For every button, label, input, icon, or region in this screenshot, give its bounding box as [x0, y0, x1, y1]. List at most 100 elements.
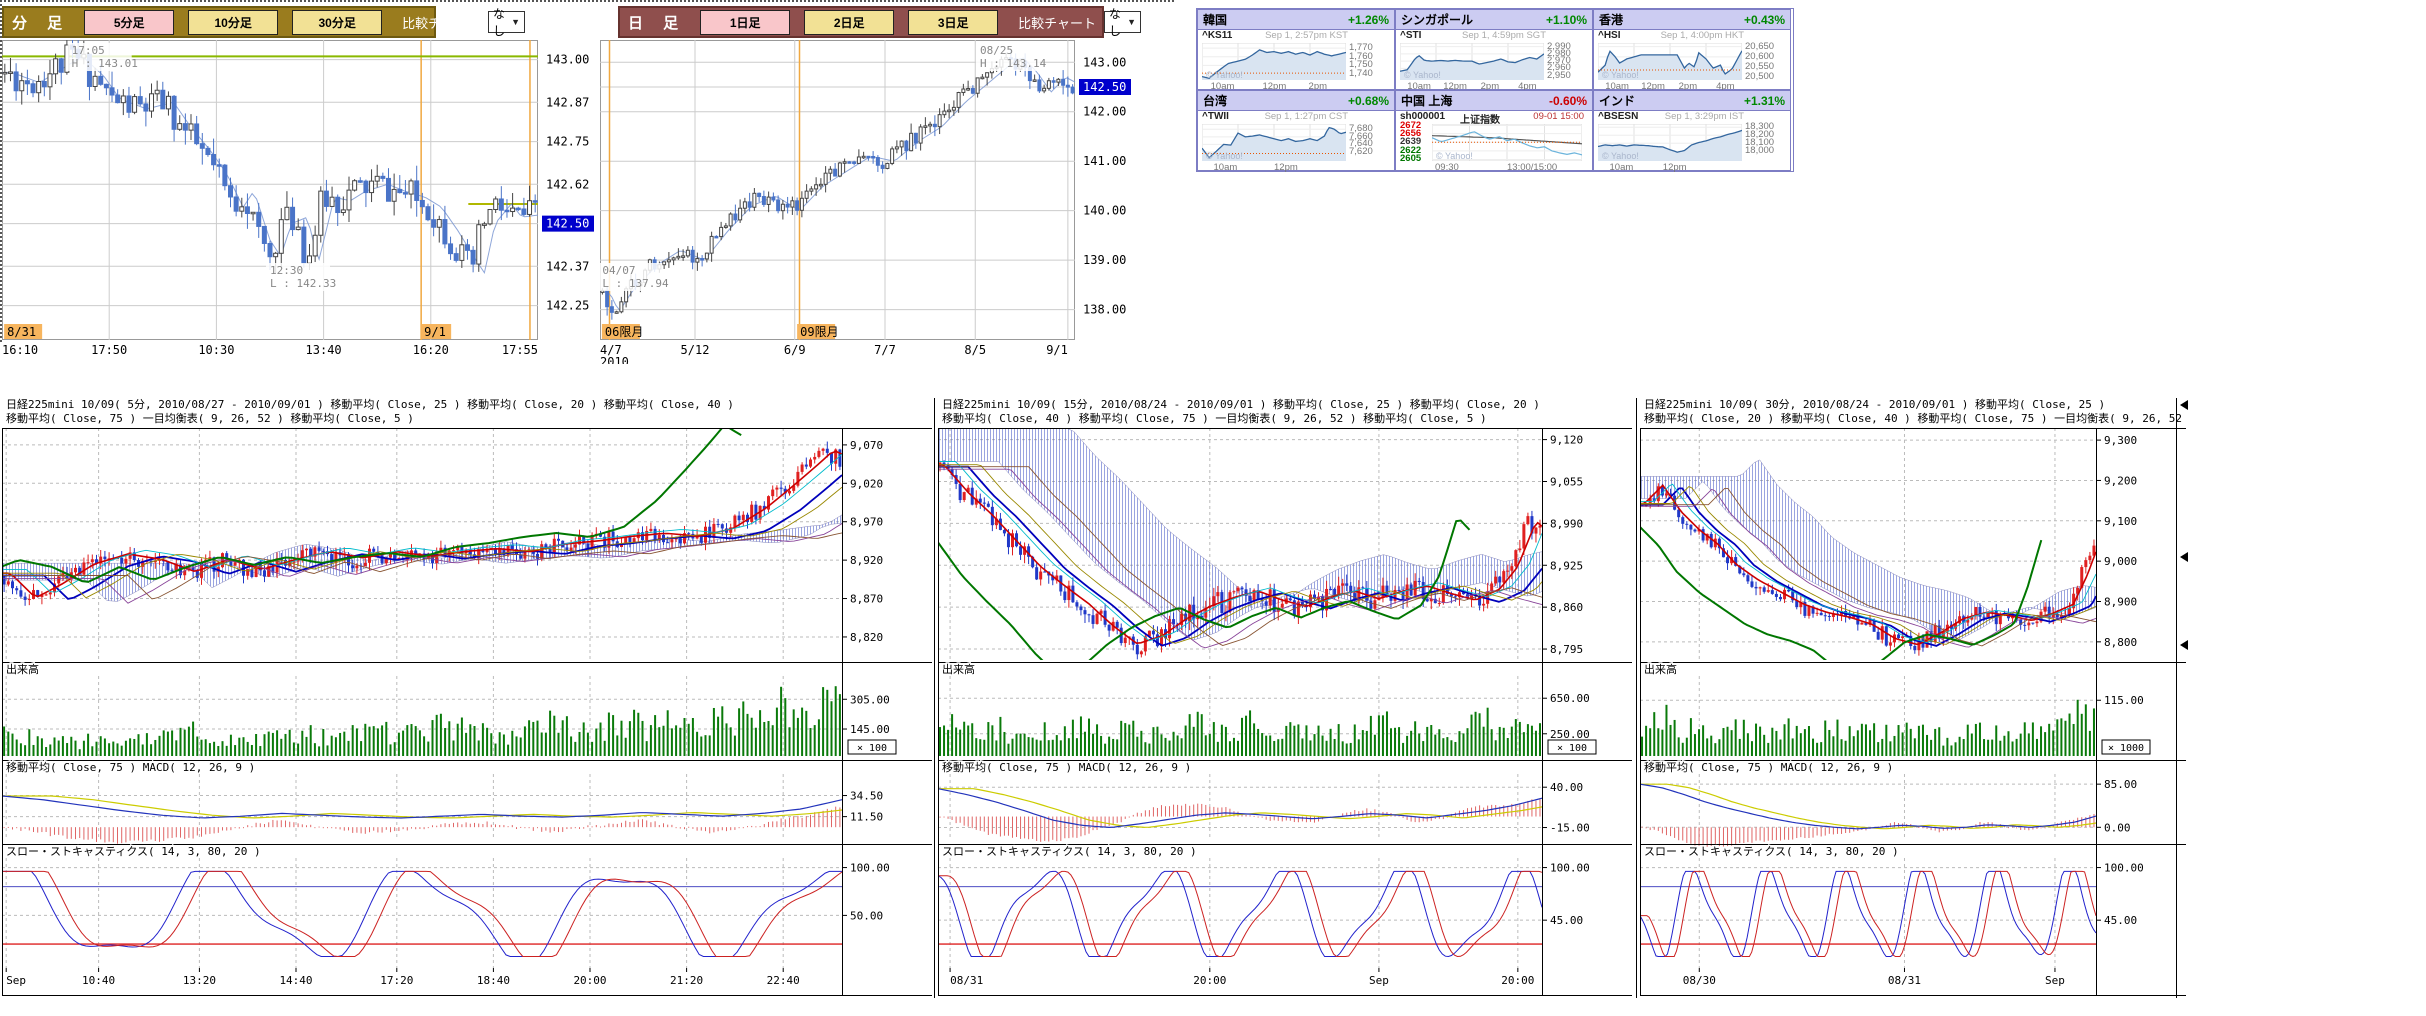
scroll-left-icon[interactable] — [2180, 640, 2188, 650]
scroll-left-icon[interactable] — [2180, 552, 2188, 562]
svg-text:142.50: 142.50 — [546, 217, 589, 231]
axis-tick: 12pm — [1662, 162, 1687, 173]
tab-minute-10分足[interactable]: 10分足 — [188, 9, 279, 35]
axis-tick: 1,770 — [1349, 42, 1373, 54]
minute-tabs: 5分足 10分足 30分足 — [84, 9, 396, 35]
svg-text:08/30: 08/30 — [1683, 974, 1716, 987]
index-chart-body: ^TWII Sep 1, 1:27pm CST 7,680 7,660 7,640 7,6… — [1198, 111, 1394, 173]
svg-text:45.00: 45.00 — [1550, 914, 1583, 927]
axis-tick: 10am — [1210, 81, 1235, 92]
tab-minute-5分足[interactable]: 5分足 — [84, 9, 175, 35]
index-name: シンガポール — [1401, 13, 1474, 27]
svg-text:9,100: 9,100 — [2104, 515, 2137, 528]
index-cell-^STI[interactable]: シンガポール +1.10% ^STI Sep 1, 4:59pm SGT 2,990 2,… — [1395, 9, 1593, 92]
compare-chart-select-minute[interactable]: なし ▼ — [488, 7, 525, 38]
axis-tick: 20,500 — [1745, 71, 1775, 83]
index-sparkline — [1400, 43, 1544, 80]
yahoo-watermark: © Yahoo! — [1602, 151, 1639, 161]
index-timestamp: Sep 1, 3:29pm IST — [1664, 111, 1744, 122]
svg-text:115.00: 115.00 — [2104, 694, 2144, 707]
svg-text:スロー・ストキャスティクス( 14, 3, 80, 20 ): スロー・ストキャスティクス( 14, 3, 80, 20 ) — [942, 845, 1197, 858]
minute-chart-canvas[interactable]: 17:05 H : 143.01 12:30 L : 142.33 8/31 9/1 143… — [2, 35, 614, 369]
tab-daily-1日足[interactable]: 1日足 — [700, 9, 791, 35]
index-chart-body: ^KS11 Sep 1, 2:57pm KST 1,770 1,760 1,750 1,7… — [1198, 30, 1394, 92]
axis-tick: 20,550 — [1745, 61, 1775, 73]
svg-text:スロー・ストキャスティクス( 14, 3, 80, 20 ): スロー・ストキャスティクス( 14, 3, 80, 20 ) — [1644, 845, 1899, 858]
svg-text:2010: 2010 — [600, 355, 629, 364]
svg-text:7/7: 7/7 — [874, 343, 896, 357]
svg-text:143.00: 143.00 — [546, 53, 589, 67]
scroll-left-icon[interactable] — [2180, 400, 2188, 410]
minute-candle-chart: 17:05H : 143.01 12:30L : 142.33 8/31 9/1 143… — [2, 35, 594, 357]
svg-text:141.00: 141.00 — [1083, 154, 1126, 168]
svg-text:出来高: 出来高 — [6, 662, 39, 676]
svg-text:× 1000: × 1000 — [2108, 743, 2144, 754]
minute-panel-title: 分 足 — [12, 14, 71, 32]
index-change: +0.43% — [1743, 12, 1785, 27]
svg-text:142.25: 142.25 — [546, 299, 589, 313]
axis-tick: 2pm — [1678, 81, 1698, 92]
index-symbol: ^HSI — [1598, 30, 1621, 41]
index-header: 中国 上海 -0.60% — [1396, 91, 1592, 111]
index-sparkline — [1202, 124, 1346, 161]
index-cell-^KS11[interactable]: 韓国 +1.26% ^KS11 Sep 1, 2:57pm KST 1,770 1,760… — [1197, 9, 1395, 92]
index-name: 中国 上海 — [1401, 94, 1453, 108]
tab-daily-2日足[interactable]: 2日足 — [804, 9, 895, 35]
svg-text:8,990: 8,990 — [1550, 517, 1583, 530]
svg-text:85.00: 85.00 — [2104, 778, 2137, 791]
svg-text:100.00: 100.00 — [2104, 862, 2144, 875]
svg-text:0.00: 0.00 — [2104, 821, 2131, 834]
svg-text:13:40: 13:40 — [306, 343, 342, 357]
svg-text:出来高: 出来高 — [942, 662, 975, 676]
index-cell-^BSESN[interactable]: インド +1.31% ^BSESN Sep 1, 3:29pm IST 18,300 18… — [1593, 90, 1791, 173]
axis-tick: 18,000 — [1745, 145, 1775, 157]
tab-daily-3日足[interactable]: 3日足 — [908, 9, 999, 35]
svg-text:スロー・ストキャスティクス( 14, 3, 80, 20 ): スロー・ストキャスティクス( 14, 3, 80, 20 ) — [6, 845, 261, 858]
axis-tick: 2,990 — [1547, 40, 1571, 52]
svg-text:9,300: 9,300 — [2104, 434, 2137, 447]
axis-tick: 7,680 — [1349, 123, 1373, 135]
svg-text:140.00: 140.00 — [1083, 204, 1126, 218]
chevron-down-icon: ▼ — [1127, 17, 1136, 27]
panel-divider — [1636, 398, 1637, 998]
svg-text:出来高: 出来高 — [1644, 662, 1677, 676]
svg-text:20:00: 20:00 — [1501, 974, 1534, 987]
left-dotted-border — [0, 0, 2, 342]
index-name: 台湾 — [1203, 94, 1228, 108]
svg-text:06限月: 06限月 — [605, 325, 643, 339]
svg-text:138.00: 138.00 — [1083, 303, 1126, 317]
svg-text:10:40: 10:40 — [82, 974, 115, 987]
index-change: +1.26% — [1347, 12, 1389, 27]
tech-chart-panel-15min: 日経225mini 10/09( 15分, 2010/08/24 - 2010/… — [938, 398, 1632, 998]
axis-tick: 10am — [1213, 162, 1238, 173]
svg-text:8,860: 8,860 — [1550, 601, 1583, 614]
axis-tick: 12pm — [1274, 162, 1298, 173]
yahoo-watermark: © Yahoo! — [1206, 70, 1243, 80]
daily-panel-header: 日 足 1日足 2日足 3日足 比較チャート なし ▼ — [618, 6, 1141, 38]
index-cell-sh000001[interactable]: 中国 上海 -0.60% sh000001 上证指数 09-01 15:00 2672 26… — [1395, 90, 1593, 173]
index-cell-^TWII[interactable]: 台湾 +0.68% ^TWII Sep 1, 1:27pm CST 7,680 7,660… — [1197, 90, 1395, 173]
svg-text:L : 142.33: L : 142.33 — [270, 277, 336, 290]
compare-chart-select-daily[interactable]: なし ▼ — [1104, 7, 1141, 38]
daily-chart-canvas[interactable]: 08/25 H : 143.14 04/07 L : 137.94 06限月 09限月 14… — [598, 40, 1145, 369]
index-header: インド +1.31% — [1594, 91, 1790, 111]
svg-text:305.00: 305.00 — [850, 693, 890, 706]
index-symbol: ^KS11 — [1202, 30, 1233, 41]
tab-minute-30分足[interactable]: 30分足 — [292, 9, 383, 35]
index-change: +1.31% — [1743, 93, 1785, 108]
svg-text:08/25: 08/25 — [980, 44, 1013, 57]
svg-text:L : 137.94: L : 137.94 — [602, 277, 669, 290]
chevron-down-icon: ▼ — [511, 17, 520, 27]
index-name: 韓国 — [1203, 13, 1228, 27]
svg-text:142.75: 142.75 — [546, 135, 589, 149]
index-sparkline — [1202, 43, 1346, 80]
svg-text:20:00: 20:00 — [1193, 974, 1226, 987]
index-cell-^HSI[interactable]: 香港 +0.43% ^HSI Sep 1, 4:00pm HKT 20,650 20,60… — [1593, 9, 1791, 92]
tech-chart-title: 日経225mini 10/09( 30分, 2010/08/24 - 2010/… — [1644, 398, 2106, 411]
svg-text:45.00: 45.00 — [2104, 914, 2137, 927]
axis-tick: 10am — [1605, 81, 1629, 92]
